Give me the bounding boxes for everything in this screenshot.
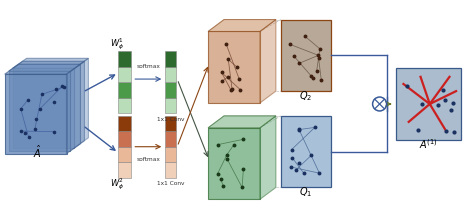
Polygon shape bbox=[71, 61, 84, 151]
Text: $W^1_\phi$: $W^1_\phi$ bbox=[110, 36, 124, 52]
Bar bbox=[395, 68, 461, 140]
Polygon shape bbox=[260, 116, 276, 199]
Bar bbox=[118, 116, 131, 131]
Polygon shape bbox=[208, 20, 276, 31]
Bar bbox=[165, 98, 176, 113]
Bar bbox=[118, 162, 131, 177]
Polygon shape bbox=[9, 61, 84, 71]
Text: $\hat{A}$: $\hat{A}$ bbox=[33, 144, 42, 160]
Polygon shape bbox=[66, 64, 81, 154]
Text: $Q_1$: $Q_1$ bbox=[299, 185, 312, 199]
Text: 1x1 Conv: 1x1 Conv bbox=[157, 181, 184, 186]
Polygon shape bbox=[260, 20, 276, 103]
Bar bbox=[165, 131, 176, 147]
Polygon shape bbox=[13, 68, 74, 148]
Bar bbox=[165, 67, 176, 82]
Bar bbox=[165, 51, 176, 67]
Bar bbox=[165, 82, 176, 98]
Polygon shape bbox=[74, 58, 89, 148]
Bar bbox=[165, 162, 176, 177]
Polygon shape bbox=[208, 20, 276, 31]
Polygon shape bbox=[208, 116, 276, 128]
Polygon shape bbox=[5, 74, 66, 154]
Bar bbox=[281, 20, 331, 91]
Polygon shape bbox=[13, 58, 89, 68]
Polygon shape bbox=[208, 128, 260, 199]
Bar bbox=[165, 147, 176, 162]
Polygon shape bbox=[208, 116, 276, 128]
Bar bbox=[118, 147, 131, 162]
Bar bbox=[281, 116, 331, 187]
Bar bbox=[118, 51, 131, 67]
Polygon shape bbox=[5, 64, 81, 74]
Bar bbox=[118, 131, 131, 147]
Polygon shape bbox=[208, 31, 260, 103]
Text: 1x1 Conv: 1x1 Conv bbox=[157, 117, 184, 122]
Text: $Q_2$: $Q_2$ bbox=[299, 89, 312, 103]
Text: $A^{(1)}$: $A^{(1)}$ bbox=[419, 137, 438, 151]
Bar bbox=[118, 67, 131, 82]
Polygon shape bbox=[9, 71, 71, 151]
Bar bbox=[118, 98, 131, 113]
Bar bbox=[165, 116, 176, 131]
Text: softmax: softmax bbox=[137, 157, 160, 162]
Bar bbox=[118, 82, 131, 98]
Text: $W^2_\phi$: $W^2_\phi$ bbox=[110, 176, 124, 192]
Text: softmax: softmax bbox=[137, 64, 160, 69]
